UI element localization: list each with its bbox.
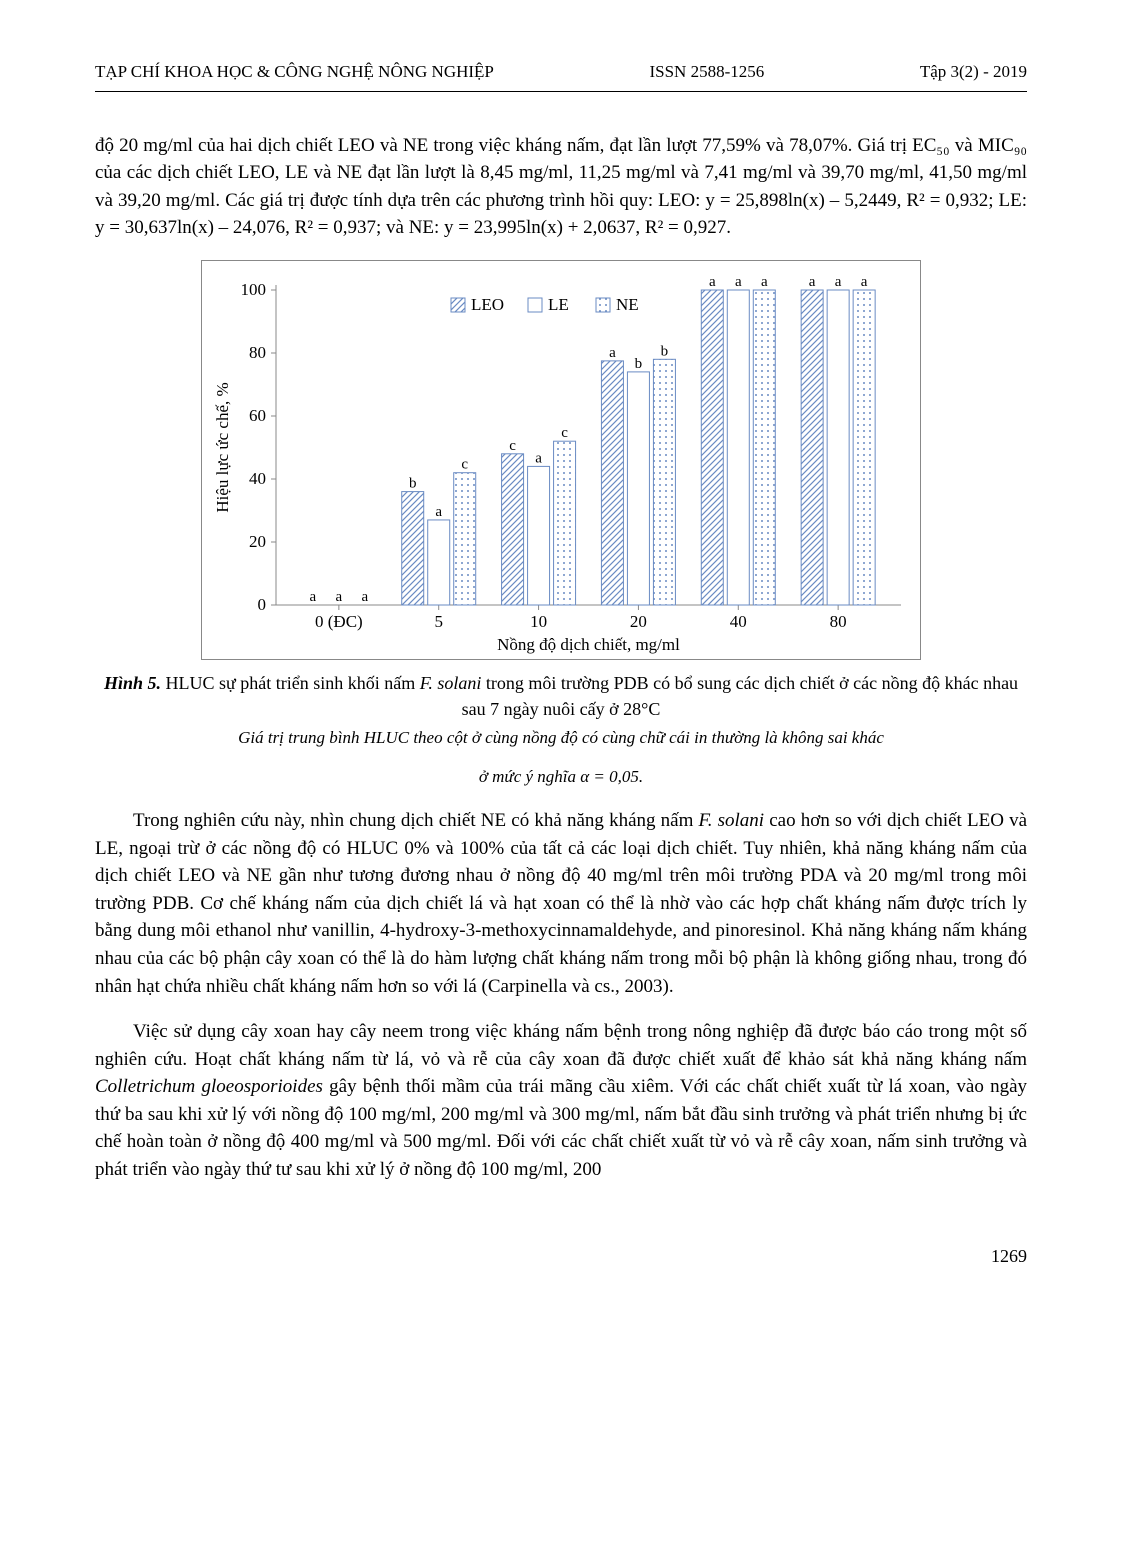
figure-caption-sub1: Giá trị trung bình HLUC theo cột ở cùng … xyxy=(95,726,1027,751)
svg-text:a: a xyxy=(362,589,369,605)
svg-text:0: 0 xyxy=(258,595,267,614)
svg-text:a: a xyxy=(310,589,317,605)
figure-caption: Hình 5. HLUC sự phát triển sinh khối nấm… xyxy=(95,670,1027,722)
svg-text:a: a xyxy=(336,589,343,605)
svg-text:a: a xyxy=(761,274,768,290)
svg-text:a: a xyxy=(709,274,716,290)
svg-text:c: c xyxy=(561,425,568,441)
svg-text:40: 40 xyxy=(730,612,747,631)
paragraph-bot: Việc sử dụng cây xoan hay cây neem trong… xyxy=(95,1018,1027,1183)
svg-text:10: 10 xyxy=(530,612,547,631)
svg-text:a: a xyxy=(835,274,842,290)
svg-text:LEO: LEO xyxy=(471,295,504,314)
svg-text:a: a xyxy=(861,274,868,290)
svg-text:20: 20 xyxy=(249,532,266,551)
bar-chart-svg: 0 20 40 60 80 100 Hiệu lực ức chế, % Nồng độ dị… xyxy=(201,260,921,660)
svg-text:c: c xyxy=(509,438,516,454)
page-number: 1269 xyxy=(95,1243,1027,1269)
svg-text:60: 60 xyxy=(249,406,266,425)
svg-text:LE: LE xyxy=(548,295,569,314)
paragraph-mid: Trong nghiên cứu này, nhìn chung dịch ch… xyxy=(95,807,1027,1000)
header-journal: TẠP CHÍ KHOA HỌC & CÔNG NGHỆ NÔNG NGHIỆP xyxy=(95,60,494,85)
svg-text:20: 20 xyxy=(630,612,647,631)
page-header: TẠP CHÍ KHOA HỌC & CÔNG NGHỆ NÔNG NGHIỆP… xyxy=(95,60,1027,92)
svg-text:0 (ĐC): 0 (ĐC) xyxy=(315,612,363,631)
svg-text:Nồng độ dịch chiết, mg/ml: Nồng độ dịch chiết, mg/ml xyxy=(497,635,680,654)
figure-5-chart: 0 20 40 60 80 100 Hiệu lực ức chế, % Nồng độ dị… xyxy=(95,260,1027,660)
header-issn: ISSN 2588-1256 xyxy=(649,60,764,85)
svg-text:80: 80 xyxy=(249,343,266,362)
caption-label: Hình 5. xyxy=(104,673,161,693)
svg-text:a: a xyxy=(609,345,616,361)
svg-text:b: b xyxy=(661,343,669,359)
figure-caption-sub2: ở mức ý nghĩa α = 0,05. xyxy=(95,765,1027,790)
svg-text:a: a xyxy=(809,274,816,290)
paragraph-top: độ 20 mg/ml của hai dịch chiết LEO và NE… xyxy=(95,132,1027,242)
svg-text:b: b xyxy=(409,475,417,491)
svg-text:5: 5 xyxy=(434,612,443,631)
svg-text:Hiệu lực ức chế, %: Hiệu lực ức chế, % xyxy=(213,382,232,512)
svg-text:80: 80 xyxy=(830,612,847,631)
svg-text:a: a xyxy=(435,504,442,520)
svg-text:100: 100 xyxy=(241,280,267,299)
svg-text:c: c xyxy=(461,457,468,473)
svg-text:a: a xyxy=(535,450,542,466)
svg-text:40: 40 xyxy=(249,469,266,488)
svg-text:a: a xyxy=(735,274,742,290)
header-issue: Tập 3(2) - 2019 xyxy=(920,60,1027,85)
svg-text:NE: NE xyxy=(616,295,639,314)
svg-text:b: b xyxy=(635,356,643,372)
